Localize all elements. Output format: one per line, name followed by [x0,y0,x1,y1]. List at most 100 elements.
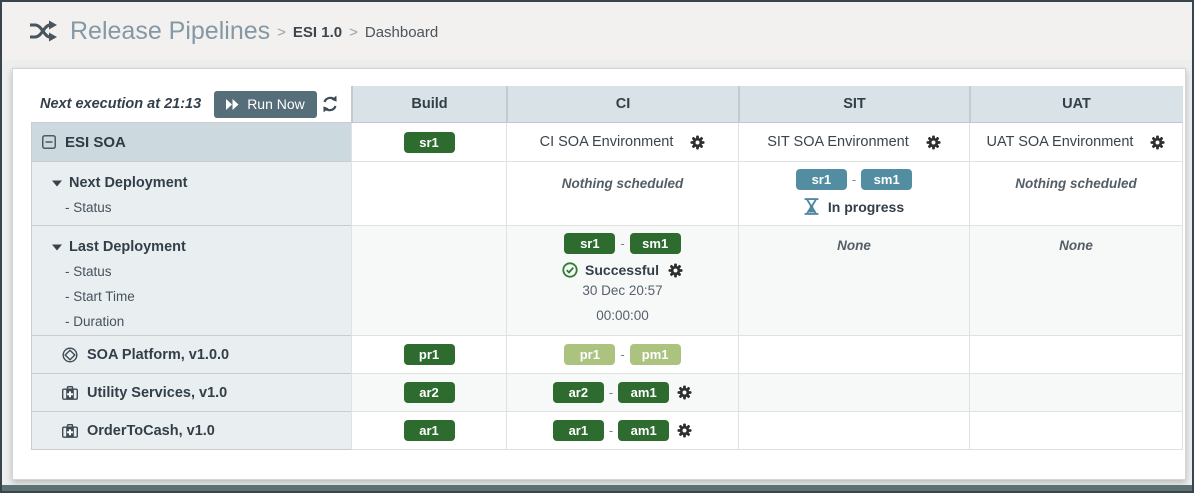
cell-build: ar1 [351,412,506,450]
last-start-time: 30 Dec 20:57 [582,283,663,298]
run-now-button[interactable]: Run Now [214,90,317,118]
breadcrumb: Release Pipelines > ESI 1.0 > Dashboard [28,17,438,46]
cell-uat-empty [969,336,1183,374]
release-tag-badge[interactable]: ar2 [552,382,604,403]
refresh-icon[interactable] [321,95,339,113]
collapse-icon[interactable] [42,135,56,149]
gear-icon[interactable] [677,385,692,400]
gear-icon[interactable] [668,262,683,278]
build-tag-badge[interactable]: ar2 [403,382,455,403]
cell-build: ar2 [351,374,506,412]
application-kit-icon [62,423,78,438]
manifest-tag-badge[interactable]: pm1 [629,344,681,365]
manifest-tag-badge[interactable]: sm1 [861,169,913,190]
sub-label-start-time: - Start Time [65,289,135,304]
run-now-label: Run Now [247,96,305,112]
gear-icon[interactable] [677,423,692,438]
gear-icon[interactable] [1150,134,1165,150]
release-tag-badge[interactable]: sr1 [564,233,616,254]
app-label-cell: OrderToCash, v1.0 [31,412,351,450]
group-label-cell[interactable]: ESI SOA [31,123,351,162]
check-circle-icon [562,262,578,278]
app-row-ordertocash: OrderToCash, v1.0 ar1 ar1 - am1 [31,412,1183,450]
tag-separator: - [620,236,625,251]
fast-forward-icon [226,98,239,110]
app-label-cell: Utility Services, v1.0 [31,374,351,412]
cell-ci: ar2 - am1 [506,374,738,412]
next-deployment-row: Next Deployment - Status Nothing schedul… [31,162,1183,226]
column-header-ci: CI [506,86,738,123]
caret-down-icon[interactable] [52,244,62,251]
cell-build: pr1 [351,336,506,374]
cell-uat-empty [969,374,1183,412]
environment-name: CI SOA Environment [539,134,674,150]
tag-separator: - [608,385,614,400]
cell-sit-next: sr1 - sm1 [738,162,969,226]
cell-ci: ar1 - am1 [506,412,738,450]
manifest-tag-badge[interactable]: sm1 [629,233,681,254]
gear-icon[interactable] [926,134,941,150]
pipeline-table: Next execution at 21:13 Run Now [31,86,1183,450]
release-tag-badge[interactable]: pr1 [564,344,616,365]
pipeline-shuffle-icon [28,19,58,43]
manifest-tag-badge[interactable]: am1 [618,382,670,403]
last-deployment-label-cell: Last Deployment - Status - Start Time - … [31,226,351,336]
cell-sit-empty [738,374,969,412]
application-kit-icon [62,385,78,400]
table-header-row: Next execution at 21:13 Run Now [31,86,1183,123]
app-name: SOA Platform, v1.0.0 [87,346,230,363]
cell-ci-environment: CI SOA Environment [506,123,738,162]
column-header-sit: SIT [738,86,969,123]
page-title[interactable]: Release Pipelines [70,16,271,45]
app-name: Utility Services, v1.0 [87,384,228,401]
cell-uat-empty [969,412,1183,450]
cell-sit-empty [738,336,969,374]
top-header-bar: Release Pipelines > ESI 1.0 > Dashboard [2,2,1192,60]
breadcrumb-separator: > [277,24,286,41]
cell-build-empty [351,162,506,226]
breadcrumb-page: Dashboard [364,24,439,41]
cell-ci-last: sr1 - sm1 Successful [506,226,738,336]
last-status-uat: None [1059,238,1093,253]
toolbar-cell: Next execution at 21:13 Run Now [31,86,351,123]
breadcrumb-separator: > [349,24,358,41]
cell-uat-next: Nothing scheduled [969,162,1183,226]
next-deployment-label-cell: Next Deployment - Status [31,162,351,226]
cell-build-empty [351,226,506,336]
sub-label-status: - Status [65,200,112,215]
next-deployment-label[interactable]: Next Deployment [69,175,188,191]
cell-ci-next: Nothing scheduled [506,162,738,226]
next-status-sit: In progress [827,198,905,215]
manifest-tag-badge[interactable]: am1 [618,420,670,441]
dashboard-panel: Next execution at 21:13 Run Now [12,68,1186,480]
build-tag-badge[interactable]: pr1 [403,344,455,365]
breadcrumb-release[interactable]: ESI 1.0 [292,24,343,41]
app-label-cell: SOA Platform, v1.0.0 [31,336,351,374]
sub-label-status: - Status [65,264,112,279]
next-status-ci: Nothing scheduled [561,176,684,191]
column-header-uat: UAT [969,86,1183,123]
tag-separator: - [620,347,625,362]
cell-ci: pr1 - pm1 [506,336,738,374]
last-status-ci: Successful [585,262,659,278]
caret-down-icon[interactable] [52,180,62,187]
platform-icon [62,346,78,363]
group-row-esi-soa: ESI SOA sr1 CI SOA Environment [31,123,1183,162]
gear-icon[interactable] [690,134,705,150]
last-duration: 00:00:00 [596,308,649,323]
cell-sit-environment: SIT SOA Environment [738,123,969,162]
build-tag-badge[interactable]: ar1 [403,420,455,441]
cell-sit-empty [738,412,969,450]
app-name: OrderToCash, v1.0 [87,422,215,439]
hourglass-icon [804,198,819,215]
cell-build-group: sr1 [351,123,506,162]
environment-name: SIT SOA Environment [767,134,909,150]
last-deployment-label[interactable]: Last Deployment [69,239,186,255]
release-tag-badge[interactable]: sr1 [795,169,847,190]
build-tag-badge[interactable]: sr1 [403,131,455,153]
release-tag-badge[interactable]: ar1 [552,420,604,441]
tag-separator: - [608,423,614,438]
next-execution-text: Next execution at 21:13 [40,96,202,112]
cell-uat-last: None [969,226,1183,336]
